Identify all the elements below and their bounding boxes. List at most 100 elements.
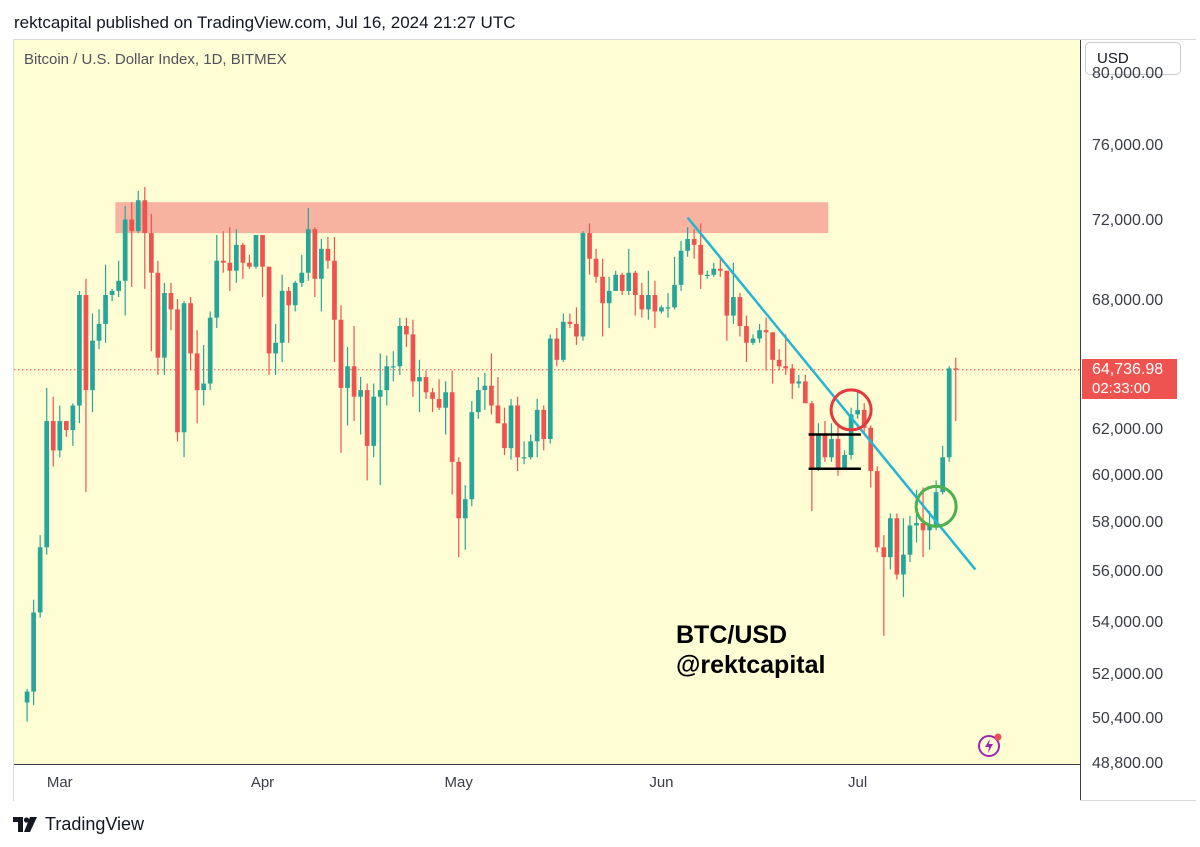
candle-body [868, 427, 874, 472]
candle-body [456, 461, 462, 519]
trendline [686, 216, 977, 571]
candle-body [44, 421, 50, 548]
candle-body [273, 342, 278, 354]
candle-body [286, 290, 292, 306]
candle-body [423, 377, 429, 393]
plot-area[interactable] [14, 40, 1080, 764]
price-axis[interactable] [1080, 40, 1196, 800]
candle-body [502, 423, 507, 449]
candle-body [887, 518, 893, 558]
candle-body [744, 326, 749, 343]
candle-body [162, 292, 167, 358]
candle-body [776, 359, 782, 367]
candle-body [528, 441, 534, 458]
candle-body [626, 272, 632, 291]
candle-body [874, 471, 880, 548]
candle-body [122, 219, 128, 281]
candle-body [31, 612, 36, 692]
candle-body [279, 290, 285, 343]
y-tick-label: 58,000.00 [1092, 514, 1164, 532]
candle-body [940, 457, 946, 493]
candle-body [469, 412, 475, 500]
green-circle-marker [914, 484, 958, 528]
x-tick-label: Apr [250, 774, 275, 791]
candle-body [332, 260, 337, 320]
candle-body [587, 233, 592, 259]
candle-body [70, 405, 76, 431]
candle-body [364, 390, 370, 446]
candle-body [619, 274, 625, 291]
candle-body [77, 295, 82, 406]
time-axis[interactable] [14, 764, 1080, 801]
candle-body [574, 323, 579, 337]
candle-body [515, 405, 520, 458]
candle-body [462, 499, 468, 519]
lightning-icon[interactable] [977, 732, 1003, 758]
candle-body [659, 307, 664, 312]
candle-body [757, 330, 762, 339]
annotation-author: @rektcapital [676, 651, 826, 679]
candle-body [920, 523, 926, 531]
candle-body [207, 317, 213, 384]
candle-body [495, 405, 501, 424]
candle-body [266, 266, 272, 354]
y-tick-label: 76,000.00 [1092, 137, 1164, 154]
last-price-badge: 64,736.98 02:33:00 [1082, 358, 1177, 399]
candle-body [135, 200, 141, 232]
candle-body [685, 238, 690, 251]
candle-body [319, 248, 324, 279]
candle-body [188, 303, 193, 354]
candle-body [632, 272, 638, 296]
candle-body [475, 390, 481, 413]
candle-body [704, 274, 710, 276]
candle-body [822, 434, 828, 458]
y-tick-label: 56,000.00 [1092, 563, 1164, 580]
candle-body [260, 235, 265, 267]
candle-body [861, 409, 867, 428]
candle-body [129, 219, 135, 232]
resistance-zone [115, 202, 829, 234]
candle-body [155, 272, 161, 358]
candle-body [842, 454, 847, 469]
candle-body [83, 295, 89, 391]
y-tick-label: 80,000.00 [1092, 65, 1164, 83]
candle-body [24, 691, 30, 703]
candle-body [443, 392, 448, 408]
candle-body [148, 233, 154, 273]
candle-body [639, 295, 645, 310]
candle-body [927, 525, 932, 531]
annotation-pair: BTC/USD [676, 621, 788, 649]
candle-body [802, 381, 808, 404]
candle-body [247, 262, 252, 267]
candle-body [547, 338, 553, 440]
tradingview-logo-icon [13, 817, 37, 832]
candle-body [829, 439, 834, 458]
candle-body [220, 260, 226, 263]
candle-body [371, 396, 377, 446]
last-price-value: 64,736.98 [1092, 360, 1164, 378]
candle-body [168, 292, 174, 310]
candle-body [894, 518, 900, 575]
candle-body [508, 405, 514, 449]
candle-body [770, 332, 775, 360]
candle-body [724, 270, 730, 316]
candle-body [338, 319, 344, 388]
candle-body [181, 303, 187, 433]
candle-body [881, 547, 887, 558]
currency-selector[interactable]: USD [1085, 42, 1181, 75]
candle-body [914, 523, 919, 526]
candle-body [600, 276, 605, 304]
bar-countdown: 02:33:00 [1092, 379, 1151, 397]
candle-body [449, 392, 455, 462]
y-tick-label: 60,000.00 [1092, 466, 1164, 484]
candle-body [809, 403, 815, 469]
x-tick-label: Mar [46, 774, 73, 791]
y-tick-label: 68,000.00 [1092, 292, 1164, 310]
candle-body [384, 366, 390, 391]
candle-body [37, 547, 43, 613]
candle-body [763, 330, 769, 333]
candle-body [90, 340, 95, 391]
candle-body [541, 409, 547, 440]
candle-body [835, 439, 841, 469]
